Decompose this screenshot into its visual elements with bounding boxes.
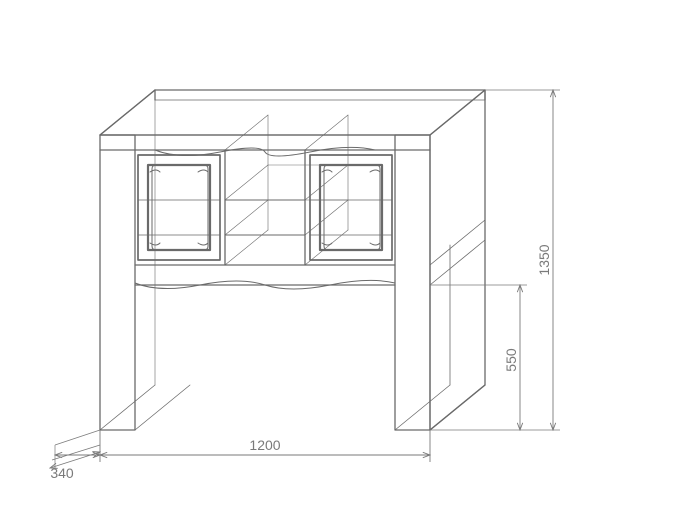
dimension-labels: 1200 340 550 1350 — [50, 244, 552, 481]
dim-depth: 340 — [50, 465, 74, 481]
dim-opening: 550 — [503, 348, 519, 372]
drawing-svg: 1200 340 550 1350 — [0, 0, 690, 506]
cabinet-outline — [100, 90, 485, 430]
dim-width: 1200 — [249, 437, 280, 453]
technical-drawing: { "drawing": { "type": "technical-line-d… — [0, 0, 690, 506]
dimension-lines — [48, 90, 560, 468]
dim-height: 1350 — [536, 244, 552, 275]
